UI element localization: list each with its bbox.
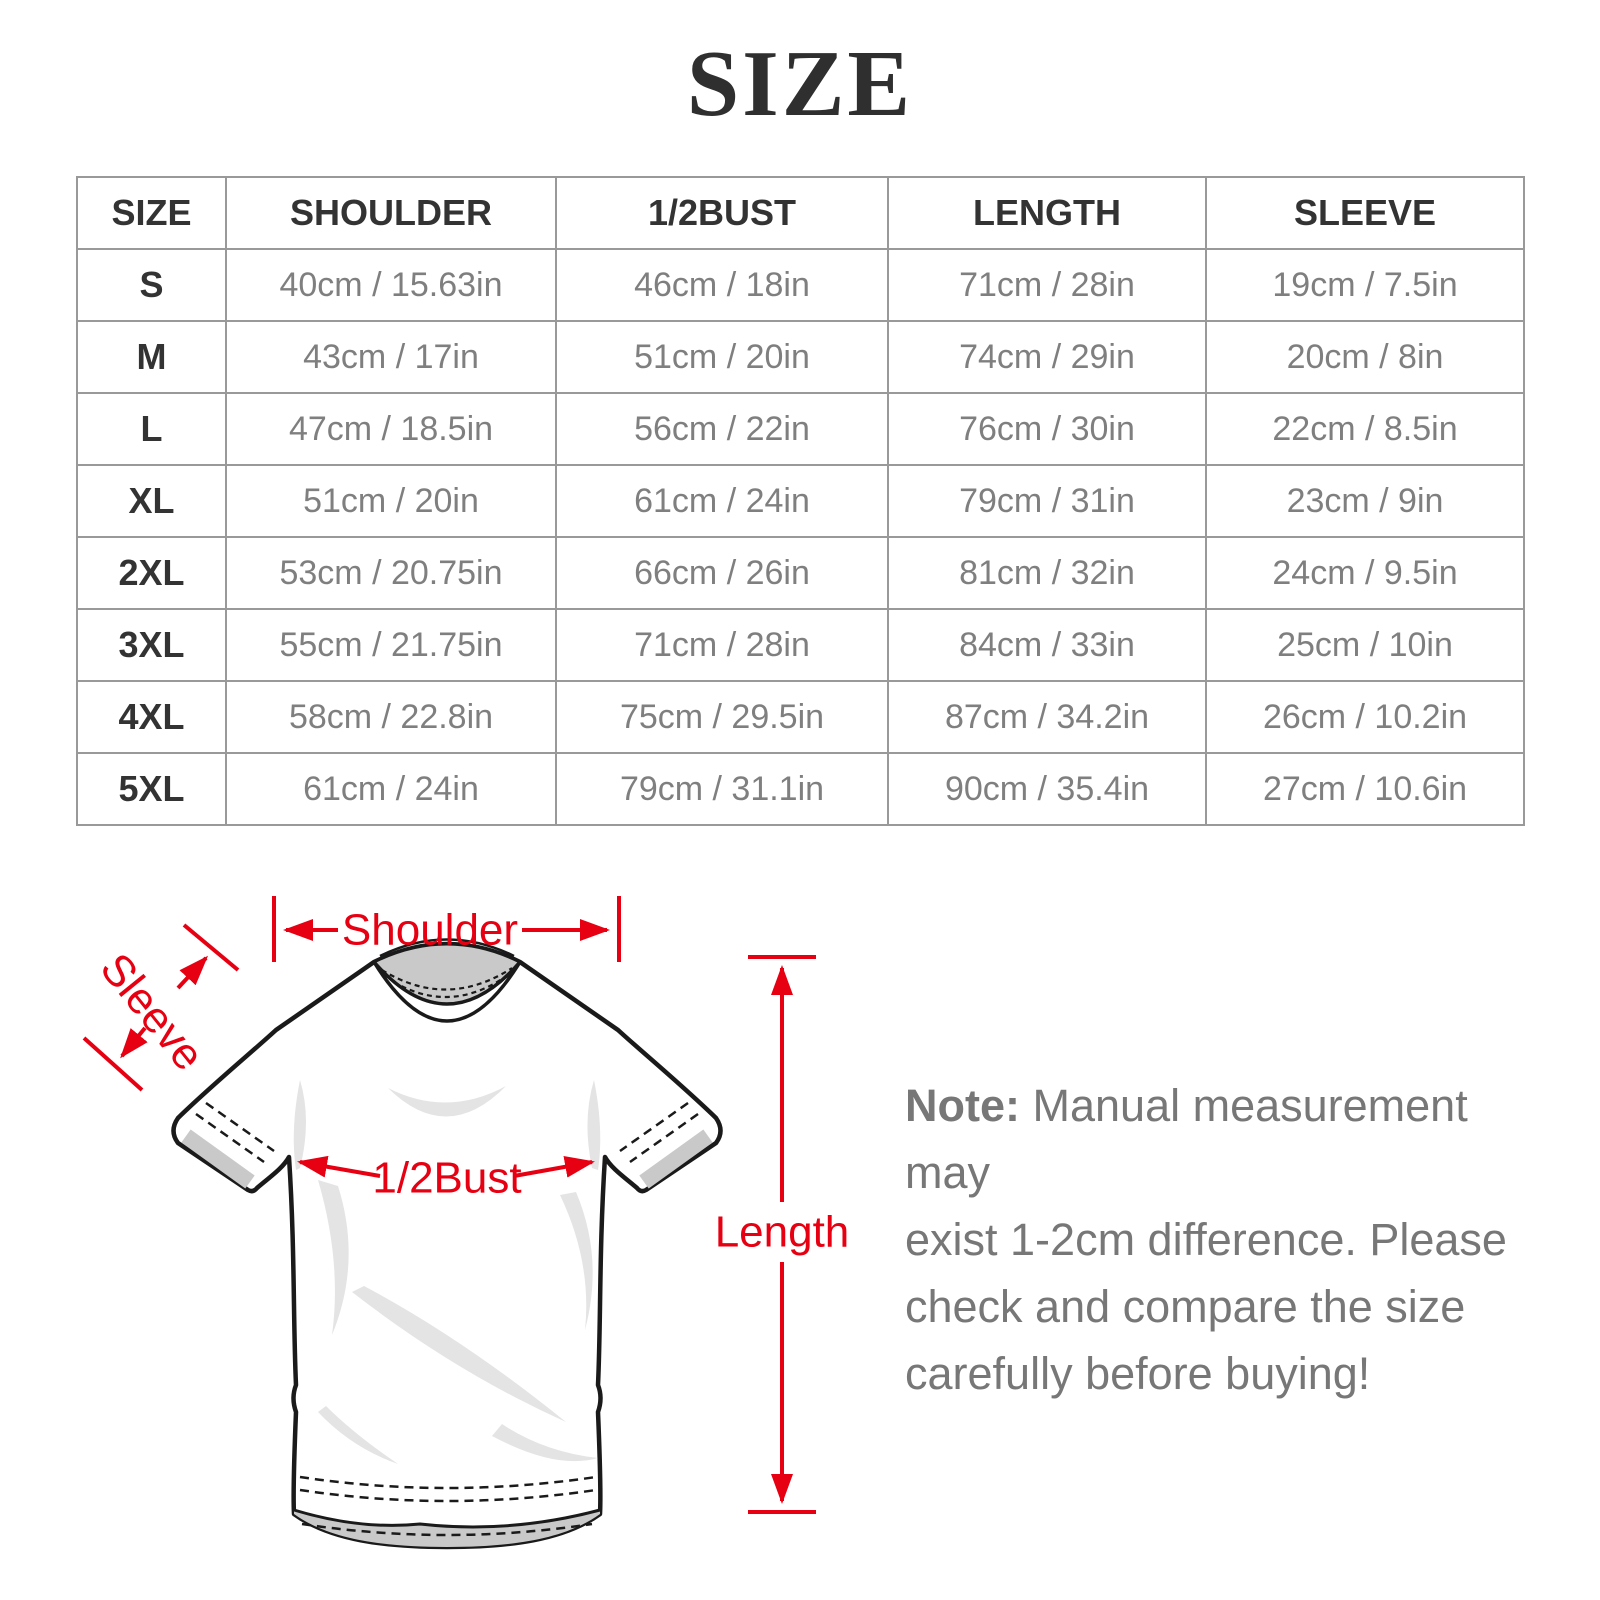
measurement-annotations: Shoulder Sleeve 1/2Bust Length bbox=[82, 896, 850, 1514]
sleeve-cell: 22cm / 8.5in bbox=[1205, 392, 1525, 466]
wrinkle-shape bbox=[492, 1424, 598, 1462]
length-cell: 71cm / 28in bbox=[887, 248, 1207, 322]
hem-stitch bbox=[299, 1488, 597, 1503]
wrinkle-shape bbox=[388, 1086, 506, 1117]
note-label: Note: bbox=[905, 1080, 1020, 1131]
wrinkle-shape bbox=[352, 1286, 566, 1422]
size-table: SIZE SHOULDER 1/2BUST LENGTH SLEEVE S 40… bbox=[76, 176, 1525, 826]
halfbust-cell: 75cm / 29.5in bbox=[555, 680, 889, 754]
halfbust-cell: 56cm / 22in bbox=[555, 392, 889, 466]
size-cell: 5XL bbox=[76, 752, 227, 826]
length-cell: 74cm / 29in bbox=[887, 320, 1207, 394]
size-cell: M bbox=[76, 320, 227, 394]
size-cell: 4XL bbox=[76, 680, 227, 754]
wrinkle-shape bbox=[318, 1180, 349, 1335]
sleeve-cell: 20cm / 8in bbox=[1205, 320, 1525, 394]
size-cell: 3XL bbox=[76, 608, 227, 682]
halfbust-label: 1/2Bust bbox=[372, 1154, 521, 1203]
table-row: 5XL 61cm / 24in 79cm / 31.1in 90cm / 35.… bbox=[76, 752, 1525, 826]
size-cell: XL bbox=[76, 464, 227, 538]
wrinkle-shape bbox=[587, 1080, 601, 1170]
size-cell: 2XL bbox=[76, 536, 227, 610]
shoulder-label: Shoulder bbox=[342, 906, 518, 955]
size-cell: S bbox=[76, 248, 227, 322]
tshirt-measurement-diagram: Shoulder Sleeve 1/2Bust Length bbox=[82, 896, 850, 1550]
tshirt-body-outline bbox=[171, 941, 723, 1550]
wrinkle-shape bbox=[293, 1080, 306, 1170]
table-header-row: SIZE SHOULDER 1/2BUST LENGTH SLEEVE bbox=[76, 176, 1525, 250]
length-label: Length bbox=[715, 1208, 850, 1257]
sleeve-cell: 27cm / 10.6in bbox=[1205, 752, 1525, 826]
length-cell: 90cm / 35.4in bbox=[887, 752, 1207, 826]
shoulder-cell: 51cm / 20in bbox=[225, 464, 557, 538]
shoulder-cell: 40cm / 15.63in bbox=[225, 248, 557, 322]
note-line-text: Manual measurement may bbox=[905, 1080, 1468, 1198]
column-header-size: SIZE bbox=[76, 176, 227, 250]
length-cell: 87cm / 34.2in bbox=[887, 680, 1207, 754]
size-cell: L bbox=[76, 392, 227, 466]
sleeve-cell: 19cm / 7.5in bbox=[1205, 248, 1525, 322]
shoulder-cell: 61cm / 24in bbox=[225, 752, 557, 826]
left-cuff-inner bbox=[181, 1129, 255, 1189]
sleeve-cell: 25cm / 10in bbox=[1205, 608, 1525, 682]
collar-top-seam bbox=[379, 938, 515, 958]
halfbust-cell: 79cm / 31.1in bbox=[555, 752, 889, 826]
length-cell: 84cm / 33in bbox=[887, 608, 1207, 682]
right-cuff-inner bbox=[639, 1129, 713, 1189]
note-line: exist 1-2cm difference. Please bbox=[905, 1214, 1507, 1265]
column-header-halfbust: 1/2BUST bbox=[555, 176, 889, 250]
tshirt-illustration bbox=[171, 938, 723, 1550]
wrinkle-shape bbox=[318, 1406, 398, 1464]
table-row: L 47cm / 18.5in 56cm / 22in 76cm / 30in … bbox=[76, 392, 1525, 466]
shoulder-cell: 47cm / 18.5in bbox=[225, 392, 557, 466]
length-cell: 76cm / 30in bbox=[887, 392, 1207, 466]
collar-band bbox=[372, 960, 522, 1023]
note-line: carefully before buying! bbox=[905, 1348, 1371, 1399]
note-line: Note: Manual measurement may bbox=[905, 1072, 1525, 1206]
sleeve-cell: 24cm / 9.5in bbox=[1205, 536, 1525, 610]
halfbust-cell: 46cm / 18in bbox=[555, 248, 889, 322]
table-row: S 40cm / 15.63in 46cm / 18in 71cm / 28in… bbox=[76, 248, 1525, 322]
collar-braid-stitch bbox=[385, 974, 509, 999]
halfbust-cell: 71cm / 28in bbox=[555, 608, 889, 682]
shoulder-cell: 43cm / 17in bbox=[225, 320, 557, 394]
length-cell: 79cm / 31in bbox=[887, 464, 1207, 538]
hem-top-edge bbox=[293, 1508, 601, 1529]
sleeve-cell: 23cm / 9in bbox=[1205, 464, 1525, 538]
sleeve-tick-bottom bbox=[82, 1036, 144, 1092]
note-text: Note: Manual measurement may exist 1-2cm… bbox=[905, 1072, 1525, 1407]
table-row: 3XL 55cm / 21.75in 71cm / 28in 84cm / 33… bbox=[76, 608, 1525, 682]
sleeve-cell: 26cm / 10.2in bbox=[1205, 680, 1525, 754]
sleeve-arrow-down bbox=[120, 1026, 148, 1059]
halfbust-arrow-right bbox=[513, 1155, 595, 1178]
table-row: 2XL 53cm / 20.75in 66cm / 26in 81cm / 32… bbox=[76, 536, 1525, 610]
shoulder-cell: 53cm / 20.75in bbox=[225, 536, 557, 610]
halfbust-arrow-left bbox=[297, 1155, 381, 1178]
shoulder-cell: 55cm / 21.75in bbox=[225, 608, 557, 682]
collar-braid-stitch bbox=[381, 967, 513, 991]
length-cell: 81cm / 32in bbox=[887, 536, 1207, 610]
hem-band bbox=[294, 1510, 600, 1547]
shoulder-cell: 58cm / 22.8in bbox=[225, 680, 557, 754]
halfbust-cell: 66cm / 26in bbox=[555, 536, 889, 610]
halfbust-cell: 61cm / 24in bbox=[555, 464, 889, 538]
halfbust-cell: 51cm / 20in bbox=[555, 320, 889, 394]
column-header-length: LENGTH bbox=[887, 176, 1207, 250]
sleeve-arrow-up bbox=[176, 955, 209, 990]
hem-stitch bbox=[301, 1522, 593, 1537]
table-row: 4XL 58cm / 22.8in 75cm / 29.5in 87cm / 3… bbox=[76, 680, 1525, 754]
column-header-sleeve: SLEEVE bbox=[1205, 176, 1525, 250]
column-header-shoulder: SHOULDER bbox=[225, 176, 557, 250]
table-row: M 43cm / 17in 51cm / 20in 74cm / 29in 20… bbox=[76, 320, 1525, 394]
page-title: SIZE bbox=[686, 32, 914, 136]
table-row: XL 51cm / 20in 61cm / 24in 79cm / 31in 2… bbox=[76, 464, 1525, 538]
sleeve-tick-top bbox=[182, 923, 240, 972]
note-line: check and compare the size bbox=[905, 1281, 1466, 1332]
hem-stitch bbox=[299, 1475, 597, 1490]
wrinkle-shape bbox=[560, 1192, 593, 1330]
